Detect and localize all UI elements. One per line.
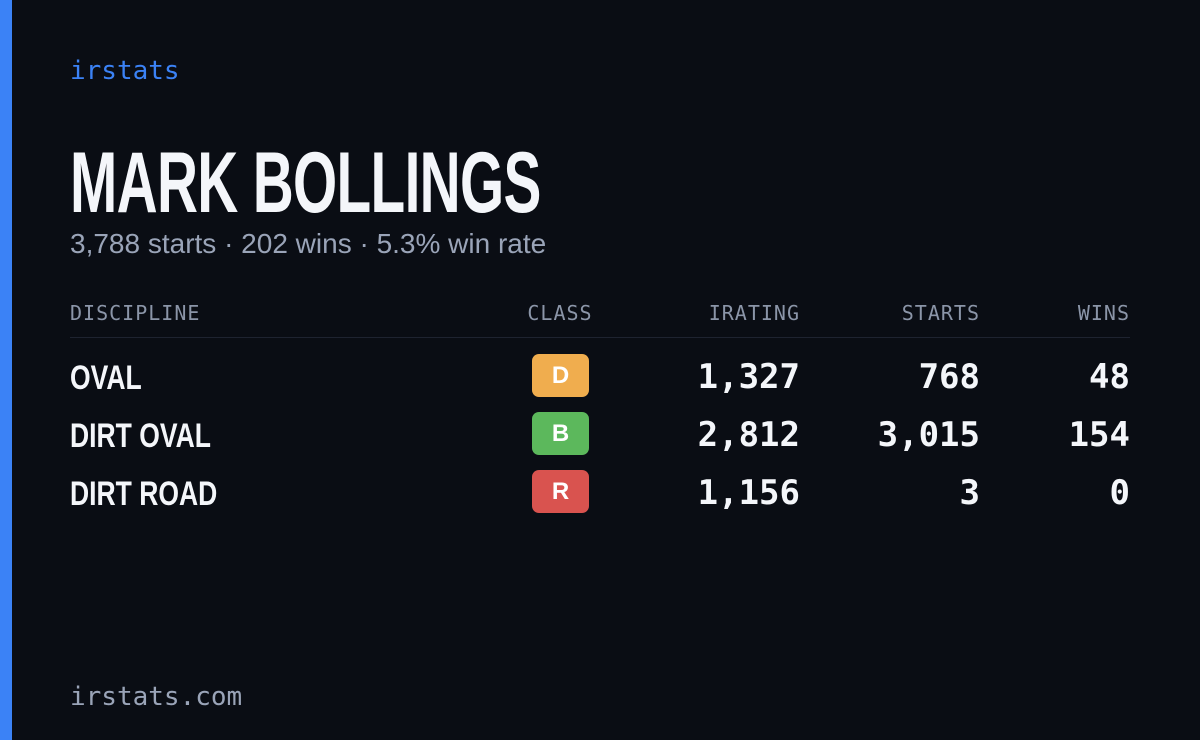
class-badge: R bbox=[532, 470, 589, 513]
accent-bar bbox=[0, 0, 12, 740]
column-header: CLASS bbox=[527, 301, 593, 325]
column-header: STARTS bbox=[901, 301, 980, 325]
stat-value: 2,812 bbox=[697, 415, 800, 455]
discipline: DIRT ROAD bbox=[70, 475, 218, 513]
stat-value: 0 bbox=[1109, 473, 1130, 513]
stat-value: 48 bbox=[1089, 357, 1130, 397]
header-rule bbox=[70, 337, 1130, 338]
stat-value: 3,015 bbox=[877, 415, 980, 455]
stat-value: 768 bbox=[918, 357, 980, 397]
stat-value: 3 bbox=[959, 473, 980, 513]
column-header: WINS bbox=[1077, 301, 1130, 325]
footer: irstats.com bbox=[70, 682, 243, 712]
class-badge: D bbox=[532, 354, 589, 397]
discipline: OVAL bbox=[70, 359, 142, 397]
class-badge: B bbox=[532, 412, 589, 455]
discipline: DIRT OVAL bbox=[70, 417, 211, 455]
stat-value: 154 bbox=[1068, 415, 1130, 455]
stat-value: 1,156 bbox=[697, 473, 800, 513]
column-header: IRATING bbox=[708, 301, 800, 325]
stat-value: 1,327 bbox=[697, 357, 800, 397]
brand: irstats bbox=[70, 56, 180, 86]
column-header: DISCIPLINE bbox=[70, 301, 201, 325]
driver-summary: 3,788 starts · 202 wins · 5.3% win rate bbox=[70, 228, 547, 259]
driver-name: MARK BOLLINGS bbox=[70, 135, 541, 231]
